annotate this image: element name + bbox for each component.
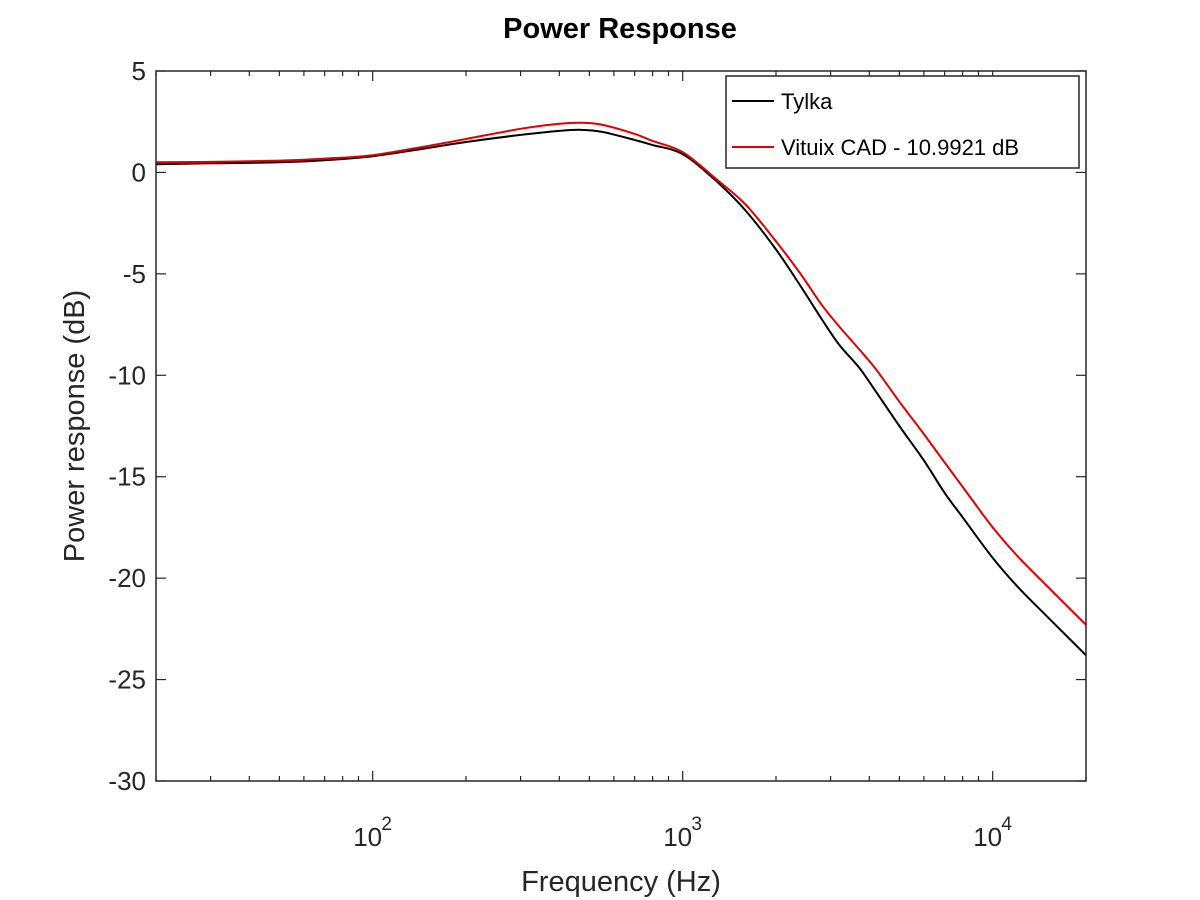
plot-frame [155, 70, 1087, 782]
y-tick-label: -30 [108, 766, 146, 796]
y-axis-label: Power response (dB) [59, 290, 91, 562]
x-tick-label: 10 [353, 822, 382, 852]
y-tick-label: -20 [108, 563, 146, 593]
series-layer [156, 121, 1086, 656]
x-tick-label-exponent: 2 [381, 814, 392, 835]
chart-title: Power Response [503, 13, 737, 45]
y-tick-label: -15 [108, 462, 146, 492]
x-tick-label: 10 [663, 822, 692, 852]
y-tick-label: -10 [108, 360, 146, 390]
series-line-tylka [156, 128, 1086, 656]
y-tick-label: -5 [123, 259, 146, 289]
legend-box [725, 75, 1080, 169]
x-axis-label: Frequency (Hz) [521, 866, 721, 898]
y-axis: 5 0 -5 -10 -15 -20 -25 -30 [108, 56, 1086, 796]
y-tick-label: 0 [132, 157, 146, 187]
legend-label-tylka: Tylka [781, 89, 833, 114]
x-tick-label-exponent: 3 [691, 814, 702, 835]
y-tick-label: 5 [132, 56, 146, 86]
x-tick-label: 10 [973, 822, 1002, 852]
x-tick-label-exponent: 4 [1001, 814, 1012, 835]
y-tick-label: -25 [108, 665, 146, 695]
plot-area [156, 71, 1086, 781]
series-line-vituix-cad [156, 121, 1086, 626]
x-axis: 10 2 10 3 10 4 [155, 71, 1087, 852]
legend-label-vituix-cad: Vituix CAD - 10.9921 dB [781, 135, 1019, 160]
legend: Tylka Vituix CAD - 10.9921 dB [725, 75, 1080, 169]
